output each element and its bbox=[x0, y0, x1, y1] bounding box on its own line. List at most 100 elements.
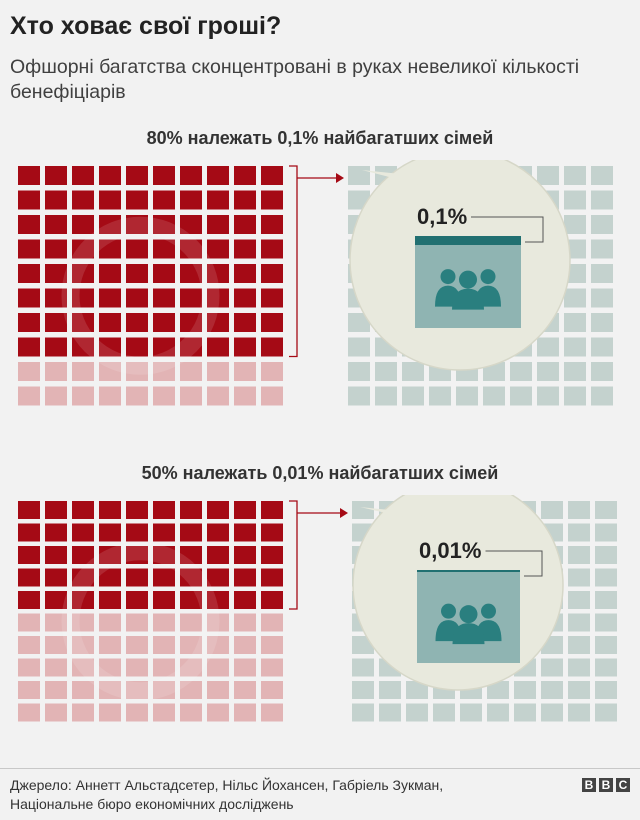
wealth-cell bbox=[261, 288, 283, 308]
bbc-logo-letter: B bbox=[582, 778, 596, 792]
wealth-cell bbox=[234, 190, 256, 210]
wealth-cell bbox=[261, 362, 283, 381]
wealth-cell bbox=[180, 215, 202, 234]
wealth-cell bbox=[99, 215, 121, 234]
population-cell bbox=[595, 681, 617, 699]
population-cell bbox=[510, 386, 532, 406]
bracket-line bbox=[289, 500, 298, 610]
wealth-cell bbox=[153, 501, 175, 519]
wealth-cell bbox=[45, 658, 67, 677]
zoom-bubble-tail bbox=[360, 507, 438, 525]
wealth-cell bbox=[126, 501, 148, 519]
population-cell bbox=[591, 190, 613, 210]
wealth-cell bbox=[99, 546, 121, 564]
wealth-cell bbox=[72, 613, 94, 632]
zoom-percent-label: 0,01% bbox=[419, 538, 481, 563]
wealth-cell bbox=[180, 362, 202, 381]
wealth-cell bbox=[153, 546, 175, 564]
wealth-cell bbox=[126, 362, 148, 381]
wealth-cell bbox=[45, 288, 67, 308]
population-cell bbox=[564, 313, 586, 332]
wealth-cell bbox=[126, 337, 148, 357]
wealth-cell bbox=[261, 658, 283, 677]
label-leader-line bbox=[471, 216, 544, 243]
wealth-cell bbox=[45, 337, 67, 357]
population-cell bbox=[591, 288, 613, 308]
population-cell bbox=[352, 658, 374, 677]
wealth-cell bbox=[45, 591, 67, 609]
population-cell bbox=[375, 362, 397, 381]
population-cell bbox=[564, 288, 586, 308]
population-cell bbox=[433, 703, 455, 722]
population-cell bbox=[568, 613, 590, 632]
wealth-cell bbox=[99, 523, 121, 542]
wealth-cell bbox=[261, 501, 283, 519]
wealth-cell bbox=[180, 264, 202, 283]
wealth-cell bbox=[126, 568, 148, 587]
wealth-cell bbox=[153, 568, 175, 587]
wealth-cell bbox=[18, 568, 40, 587]
wealth-cell bbox=[153, 386, 175, 406]
wealth-cell bbox=[45, 681, 67, 699]
wealth-cell bbox=[153, 288, 175, 308]
population-cell bbox=[595, 703, 617, 722]
wealth-cell bbox=[18, 215, 40, 234]
population-cell bbox=[514, 681, 536, 699]
wealth-cell bbox=[126, 264, 148, 283]
wealth-cell bbox=[126, 636, 148, 654]
population-cell bbox=[348, 362, 370, 381]
wealth-cell bbox=[234, 703, 256, 722]
wealth-cell bbox=[18, 658, 40, 677]
population-cell bbox=[429, 386, 451, 406]
wealth-cell bbox=[261, 703, 283, 722]
label-leader-line bbox=[485, 550, 543, 577]
wealth-cell bbox=[180, 591, 202, 609]
wealth-cell bbox=[126, 190, 148, 210]
wealth-cell bbox=[261, 190, 283, 210]
population-cell bbox=[591, 264, 613, 283]
population-cell bbox=[564, 337, 586, 357]
population-cell bbox=[564, 190, 586, 210]
wealth-cell bbox=[99, 658, 121, 677]
wealth-cell bbox=[207, 681, 229, 699]
population-cell bbox=[568, 523, 590, 542]
wealth-cell bbox=[261, 215, 283, 234]
wealth-cell bbox=[153, 362, 175, 381]
page-subtitle: Офшорні багатства сконцентровані в руках… bbox=[10, 56, 580, 103]
wealth-cell bbox=[261, 546, 283, 564]
wealth-cell bbox=[207, 523, 229, 542]
population-cell bbox=[537, 337, 559, 357]
wealth-cell bbox=[72, 362, 94, 381]
population-cell bbox=[541, 501, 563, 519]
wealth-cell bbox=[72, 523, 94, 542]
wealth-cell bbox=[99, 568, 121, 587]
wealth-cell bbox=[72, 703, 94, 722]
wealth-cell bbox=[126, 681, 148, 699]
wealth-cell bbox=[153, 166, 175, 185]
population-cell bbox=[352, 703, 374, 722]
wealth-cell bbox=[99, 190, 121, 210]
wealth-cell bbox=[45, 546, 67, 564]
wealth-cell bbox=[207, 313, 229, 332]
wealth-cell bbox=[153, 215, 175, 234]
wealth-cell bbox=[72, 337, 94, 357]
population-cell bbox=[595, 591, 617, 609]
wealth-cell bbox=[18, 703, 40, 722]
wealth-cell bbox=[153, 313, 175, 332]
population-cell bbox=[591, 313, 613, 332]
population-cell bbox=[352, 501, 374, 519]
wealth-cell bbox=[45, 166, 67, 185]
wealth-cell bbox=[207, 386, 229, 406]
wealth-cell bbox=[45, 523, 67, 542]
population-cell bbox=[595, 523, 617, 542]
wealth-cell bbox=[72, 591, 94, 609]
wealth-cell bbox=[99, 166, 121, 185]
population-cell bbox=[568, 636, 590, 654]
population-cell bbox=[406, 703, 428, 722]
zoom-percent-label: 0,1% bbox=[417, 204, 467, 229]
wealth-cell bbox=[207, 264, 229, 283]
wealth-cell bbox=[207, 501, 229, 519]
wealth-cell bbox=[153, 190, 175, 210]
wealth-cell bbox=[261, 337, 283, 357]
wealth-cell bbox=[72, 658, 94, 677]
